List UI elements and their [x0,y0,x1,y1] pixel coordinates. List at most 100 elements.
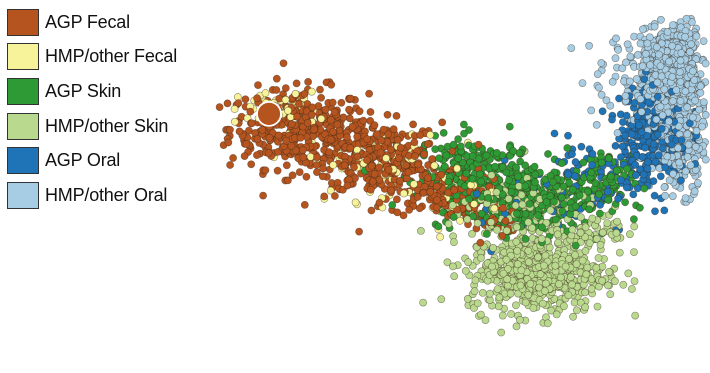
data-point [585,239,594,247]
data-point [612,166,621,175]
data-point [552,310,561,319]
data-point [353,132,362,141]
data-point [545,243,554,252]
data-point [572,306,581,315]
data-point [597,158,606,167]
data-point [226,125,234,134]
data-point [497,328,506,337]
data-point [449,213,458,221]
data-point [261,89,270,97]
data-point [312,168,321,176]
data-point [375,198,384,207]
data-point [650,191,659,200]
data-point [543,319,552,328]
data-point [566,273,575,281]
data-point [606,290,615,299]
data-point [598,228,607,237]
data-point [651,157,660,166]
data-point [597,59,606,67]
data-point [399,189,408,198]
data-point [487,218,495,227]
data-point [561,262,570,271]
data-point [430,161,439,170]
data-point [681,167,690,176]
data-point [355,107,364,116]
data-point [388,201,397,209]
data-point [546,206,555,215]
data-point [514,172,522,181]
data-point [651,207,659,216]
legend-label: HMP/other Skin [45,115,169,136]
data-point [578,256,587,265]
data-point [282,136,291,145]
data-point [605,267,613,276]
data-point [681,87,690,96]
data-point [551,215,560,224]
data-point [330,192,339,200]
data-point [453,164,461,173]
data-point [502,226,511,235]
data-point [386,145,395,154]
data-point [506,289,515,298]
data-point [683,103,692,112]
data-point [637,128,646,137]
data-point [477,253,485,262]
data-point [476,170,484,179]
data-point [476,238,485,247]
data-point [393,135,402,144]
data-point [484,193,493,202]
data-point [493,225,501,234]
data-point [513,209,521,218]
data-point [643,158,652,166]
data-point [624,269,633,278]
data-point [663,152,672,161]
data-point [595,83,603,92]
data-point [327,135,335,144]
data-point [472,189,481,198]
data-point [568,150,576,159]
data-point [393,208,402,217]
data-point [387,186,395,195]
data-point [254,81,262,89]
legend-label: AGP Fecal [45,11,130,32]
data-point [474,140,483,149]
data-point [321,105,330,114]
data-point [459,120,468,129]
data-point [535,283,543,292]
data-point [619,118,627,126]
data-point [450,186,459,194]
data-point [498,231,507,240]
data-point [230,117,239,126]
data-point [692,126,701,135]
data-point [513,246,522,255]
data-point [554,238,562,247]
data-point [557,193,566,202]
data-point [546,192,555,200]
data-point [326,186,335,195]
data-point [456,216,464,225]
data-point [463,215,472,224]
data-point [592,263,601,272]
data-point [463,294,472,303]
data-point [365,89,373,98]
data-point [423,140,432,148]
data-point [234,99,243,107]
data-point [579,158,588,167]
data-point [298,146,307,154]
data-point [432,203,441,212]
data-point [654,151,663,160]
data-point [470,287,479,296]
data-point [650,22,659,31]
data-point [494,302,503,311]
data-point [258,125,267,134]
data-point [626,230,634,239]
legend-label: HMP/other Fecal [45,46,178,67]
data-point [656,102,665,111]
data-point [612,34,620,43]
data-point [382,154,390,163]
data-point [503,275,512,284]
data-point [635,121,643,129]
data-point [632,171,640,180]
data-point [487,171,496,180]
